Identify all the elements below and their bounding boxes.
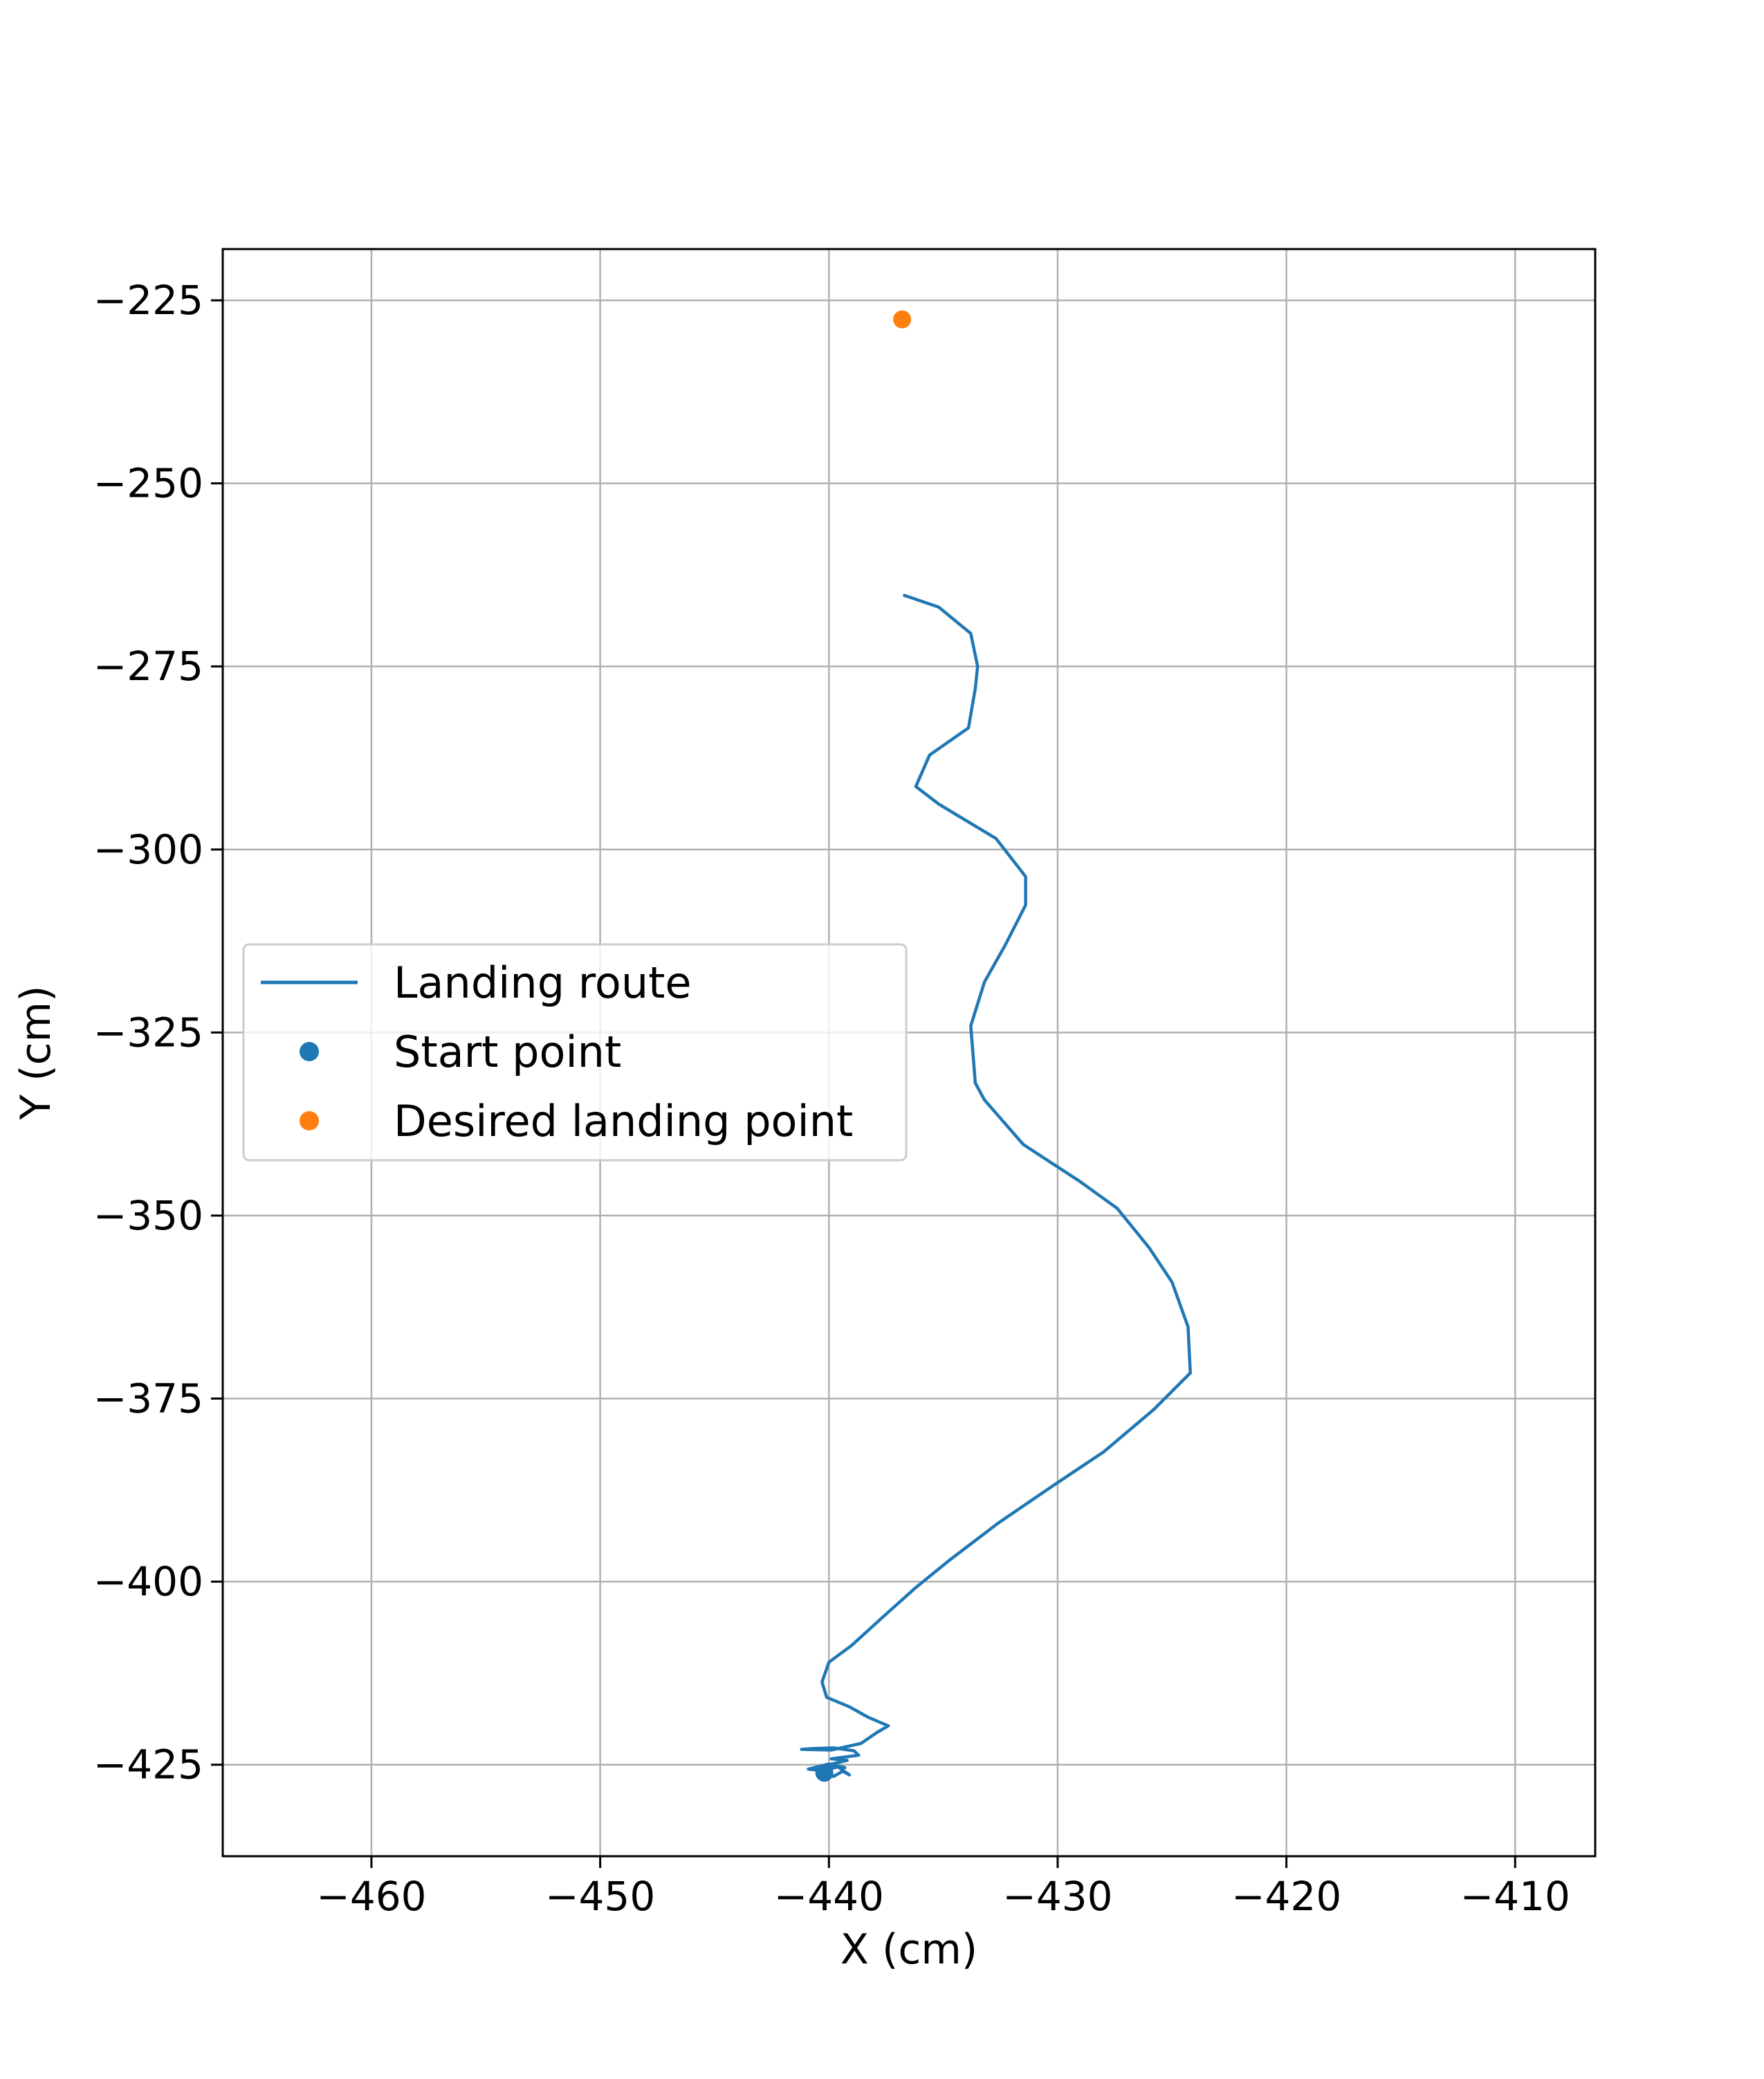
- x-tick-label: −450: [545, 1873, 655, 1920]
- series-line-landing-route: [800, 594, 1192, 1778]
- x-tick-label: −420: [1231, 1873, 1341, 1920]
- legend-box: [242, 943, 908, 1162]
- y-axis-label: Y (cm): [12, 986, 60, 1121]
- y-tick-label: −275: [93, 643, 203, 690]
- plot-frame: [221, 248, 1597, 1858]
- x-tick-label: −430: [1002, 1873, 1112, 1920]
- x-tick-label: −460: [316, 1873, 426, 1920]
- legend-label-landing-route: Landing route: [394, 958, 692, 1008]
- y-tick-label: −325: [93, 1009, 203, 1056]
- legend-swatch-desired-landing-point: [300, 1111, 319, 1130]
- ticks: −460 −450 −440 −430 −420 −410 −225 −250 −275 −300…: [93, 277, 1570, 1920]
- legend-label-start-point: Start point: [394, 1027, 621, 1077]
- legend: Landing route Start point Desired landin…: [242, 943, 908, 1162]
- y-tick-label: −400: [93, 1558, 203, 1605]
- legend-swatch-start-point: [300, 1042, 319, 1061]
- y-tick-label: −300: [93, 826, 203, 873]
- y-tick-label: −375: [93, 1375, 203, 1422]
- x-tick-label: −440: [774, 1873, 884, 1920]
- y-tick-label: −425: [93, 1741, 203, 1788]
- y-tick-label: −350: [93, 1192, 203, 1239]
- x-tick-label: −410: [1460, 1873, 1570, 1920]
- series-layer: [800, 310, 1192, 1782]
- y-tick-label: −225: [93, 277, 203, 324]
- legend-label-desired-landing-point: Desired landing point: [394, 1096, 853, 1146]
- scatter-point-start-point: [815, 1764, 834, 1782]
- x-axis-label: X (cm): [840, 1925, 977, 1974]
- scatter-point-desired-landing-point: [893, 310, 912, 329]
- y-tick-label: −250: [93, 460, 203, 507]
